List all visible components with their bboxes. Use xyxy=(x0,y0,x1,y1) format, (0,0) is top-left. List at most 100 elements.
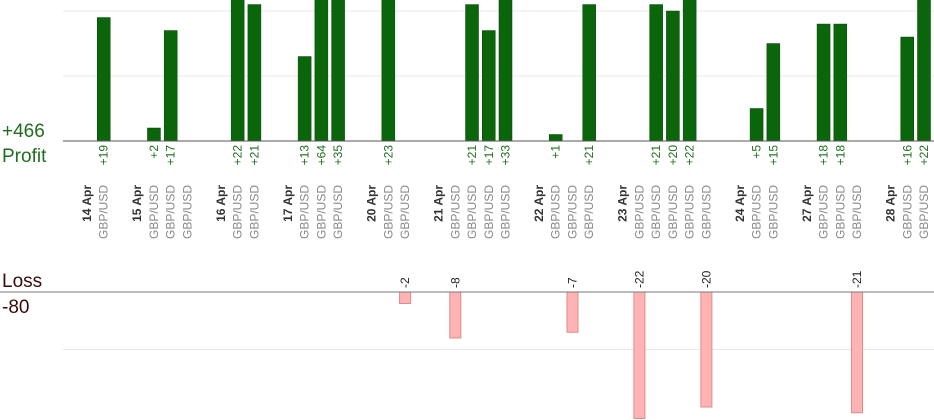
pair-label: GBP/USD xyxy=(565,185,579,239)
pair-label: GBP/USD xyxy=(582,185,596,239)
pair-label: GBP/USD xyxy=(398,185,412,239)
value-label: -2 xyxy=(398,277,412,288)
pair-label: GBP/USD xyxy=(381,185,395,239)
profit-bar xyxy=(649,4,663,142)
value-label: -8 xyxy=(448,277,462,288)
profit-label: Profit xyxy=(2,146,47,167)
pair-label: GBP/USD xyxy=(900,185,914,239)
profit-bar xyxy=(766,43,781,142)
profit-bar xyxy=(331,0,345,142)
profit-bar xyxy=(666,10,680,142)
value-label: +35 xyxy=(331,145,345,166)
value-label: +19 xyxy=(97,145,111,166)
value-label: +17 xyxy=(164,145,178,166)
value-label: +16 xyxy=(900,145,914,166)
profit-bar xyxy=(682,0,697,142)
loss-bar xyxy=(566,291,579,333)
pair-label: GBP/USD xyxy=(917,185,931,239)
pair-label: GBP/USD xyxy=(147,185,161,239)
date-label: 16 Apr xyxy=(214,185,228,222)
value-label: -7 xyxy=(565,277,579,288)
profit-bar xyxy=(147,127,161,142)
profit-bar xyxy=(498,0,513,142)
profit-bar xyxy=(833,23,848,142)
date-label: 20 Apr xyxy=(365,185,379,222)
profit-total: +466 xyxy=(2,121,45,142)
pair-label: GBP/USD xyxy=(331,185,345,239)
date-label: 23 Apr xyxy=(616,185,630,222)
value-label: +33 xyxy=(499,145,513,166)
pair-label: GBP/USD xyxy=(632,185,646,239)
date-label: 21 Apr xyxy=(432,185,446,222)
value-label: -22 xyxy=(632,270,646,288)
profit-bar xyxy=(96,17,111,142)
pair-label: GBP/USD xyxy=(649,185,663,239)
profit-bar xyxy=(314,0,329,142)
value-label: +20 xyxy=(666,145,680,166)
value-label: +1 xyxy=(549,145,563,159)
pair-label: GBP/USD xyxy=(850,185,864,239)
pair-label: GBP/USD xyxy=(549,185,563,239)
date-label: 14 Apr xyxy=(80,185,94,222)
value-label: +22 xyxy=(683,145,697,166)
profit-bar xyxy=(297,56,312,142)
loss-bar xyxy=(851,291,864,414)
pair-label: GBP/USD xyxy=(448,185,462,239)
pair-label: GBP/USD xyxy=(482,185,496,239)
value-label: +22 xyxy=(231,145,245,166)
profit-bar xyxy=(917,0,931,142)
value-label: -20 xyxy=(699,270,713,288)
pair-label: GBP/USD xyxy=(247,185,261,239)
value-label: +21 xyxy=(465,145,479,166)
profit-bar xyxy=(900,36,915,142)
value-label: +18 xyxy=(833,145,847,166)
value-label: -21 xyxy=(850,270,864,288)
loss-total: -80 xyxy=(2,297,29,318)
profit-bar xyxy=(482,30,496,142)
pair-label: GBP/USD xyxy=(231,185,245,239)
pair-label: GBP/USD xyxy=(97,185,111,239)
profit-bar xyxy=(582,4,596,142)
profit-bar xyxy=(548,134,563,142)
date-label: 24 Apr xyxy=(733,185,747,222)
profit-bar xyxy=(247,4,262,142)
value-label: +21 xyxy=(582,145,596,166)
pair-label: GBP/USD xyxy=(766,185,780,239)
date-label: 15 Apr xyxy=(130,185,144,222)
date-label: 22 Apr xyxy=(532,185,546,222)
value-label: +64 xyxy=(314,145,328,166)
pair-label: GBP/USD xyxy=(164,185,178,239)
profit-bar xyxy=(230,0,245,142)
pair-label: GBP/USD xyxy=(683,185,697,239)
loss-bar xyxy=(633,291,646,419)
pair-label: GBP/USD xyxy=(180,185,194,239)
profit-bar xyxy=(749,108,764,142)
loss-bar xyxy=(449,291,462,339)
pair-label: GBP/USD xyxy=(699,185,713,239)
pair-label: GBP/USD xyxy=(817,185,831,239)
value-label: +22 xyxy=(917,145,931,166)
value-label: +13 xyxy=(298,145,312,166)
value-label: +21 xyxy=(649,145,663,166)
value-label: +5 xyxy=(750,145,764,159)
value-label: +2 xyxy=(147,145,161,159)
value-label: +18 xyxy=(817,145,831,166)
profit-bar xyxy=(816,23,831,142)
date-label: 27 Apr xyxy=(800,185,814,222)
value-label: +23 xyxy=(381,145,395,166)
profit-bar xyxy=(465,4,479,142)
pair-label: GBP/USD xyxy=(499,185,513,239)
date-label: 28 Apr xyxy=(884,185,898,222)
profit-bar xyxy=(163,30,178,142)
value-label: +17 xyxy=(482,145,496,166)
value-label: +15 xyxy=(766,145,780,166)
date-label: 17 Apr xyxy=(281,185,295,222)
pair-label: GBP/USD xyxy=(750,185,764,239)
loss-bar xyxy=(700,291,713,408)
loss-label: Loss xyxy=(2,271,42,292)
loss-bar xyxy=(399,291,412,304)
pair-label: GBP/USD xyxy=(465,185,479,239)
profit-bar xyxy=(381,0,396,142)
value-label: +21 xyxy=(247,145,261,166)
